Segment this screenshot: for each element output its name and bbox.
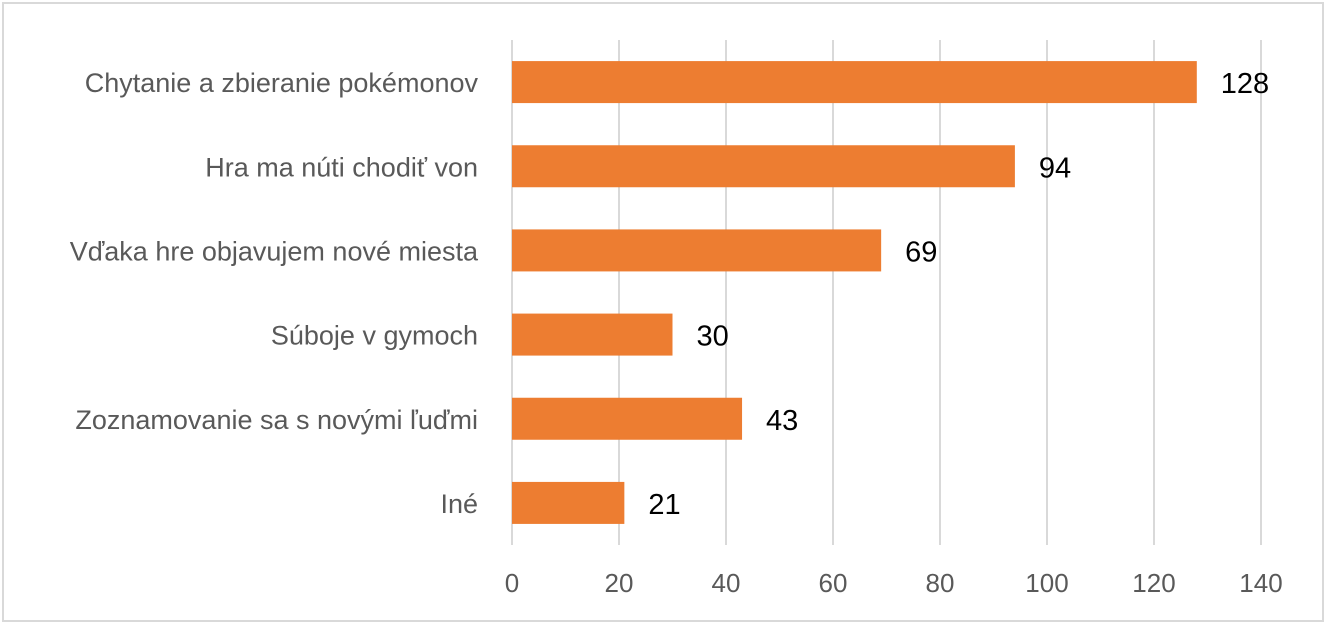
x-tick-label: 140 (1239, 568, 1282, 598)
bar (512, 61, 1197, 104)
x-tick-label: 60 (819, 568, 848, 598)
data-label: 43 (766, 405, 798, 437)
category-label: Súboje v gymoch (271, 321, 478, 351)
x-axis-ticks: 0 20 40 60 80 100 120 140 (505, 568, 1283, 598)
bars (512, 61, 1197, 524)
data-labels: 128 94 69 30 43 21 (648, 68, 1269, 521)
data-label: 94 (1039, 152, 1071, 184)
data-label: 21 (648, 489, 680, 521)
bar (512, 313, 673, 356)
category-label: Chytanie a zbieranie pokémonov (85, 68, 479, 98)
x-tick-label: 100 (1025, 568, 1068, 598)
x-tick-label: 120 (1132, 568, 1175, 598)
x-tick-label: 20 (605, 568, 634, 598)
category-label: Iné (440, 489, 478, 519)
gridlines (511, 40, 1262, 545)
data-label: 128 (1221, 68, 1269, 100)
bar (512, 481, 625, 524)
data-label: 69 (905, 236, 937, 268)
category-labels: Chytanie a zbieranie pokémonov Hra ma nút… (70, 68, 479, 519)
x-tick-label: 40 (712, 568, 741, 598)
x-tick-label: 0 (505, 568, 519, 598)
x-tick-label: 80 (926, 568, 955, 598)
bar (512, 397, 743, 440)
bar (512, 229, 882, 272)
category-label: Hra ma núti chodiť von (205, 152, 478, 182)
category-label: Vďaka hre objavujem nové miesta (70, 236, 479, 266)
category-label: Zoznamovanie sa s novými ľuďmi (75, 405, 478, 435)
bar (512, 145, 1015, 188)
data-label: 30 (697, 321, 729, 353)
